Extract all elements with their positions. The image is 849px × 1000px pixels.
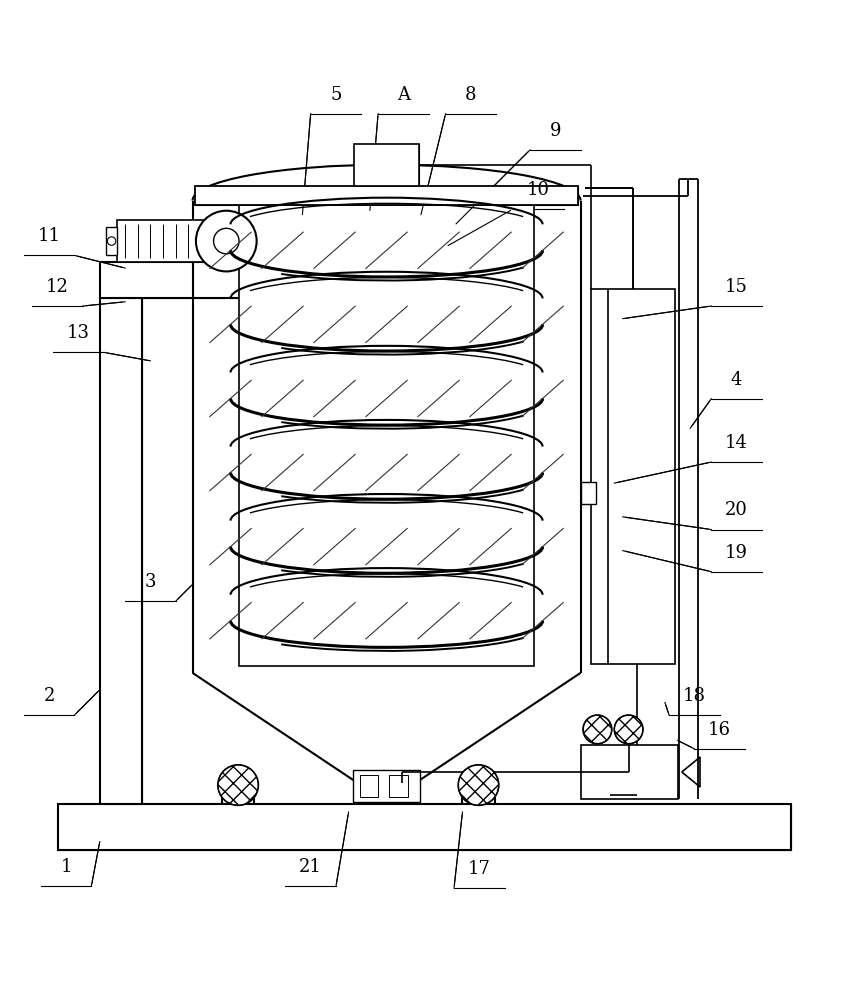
Bar bbox=[105, 227, 117, 255]
Text: 20: 20 bbox=[725, 501, 748, 519]
Text: 17: 17 bbox=[468, 860, 491, 878]
Bar bbox=[355, 144, 419, 186]
Bar bbox=[58, 804, 791, 850]
Text: 1: 1 bbox=[60, 858, 72, 876]
Bar bbox=[389, 775, 408, 797]
Text: 11: 11 bbox=[37, 227, 60, 245]
Text: 8: 8 bbox=[465, 86, 476, 104]
Bar bbox=[355, 144, 419, 186]
Bar bbox=[239, 205, 534, 666]
Bar bbox=[195, 186, 578, 205]
Bar bbox=[116, 220, 205, 262]
Circle shape bbox=[196, 211, 256, 271]
Bar bbox=[360, 775, 378, 797]
Text: 2: 2 bbox=[43, 687, 55, 705]
Bar bbox=[58, 804, 791, 850]
Bar bbox=[100, 262, 391, 298]
Circle shape bbox=[218, 765, 258, 805]
Text: 21: 21 bbox=[299, 858, 322, 876]
Text: 13: 13 bbox=[67, 324, 90, 342]
Text: 5: 5 bbox=[330, 86, 341, 104]
Text: A: A bbox=[397, 86, 410, 104]
Text: 4: 4 bbox=[731, 371, 742, 389]
Text: 3: 3 bbox=[144, 573, 156, 591]
Circle shape bbox=[615, 715, 643, 744]
Bar bbox=[195, 186, 578, 205]
Circle shape bbox=[583, 715, 612, 744]
Bar bbox=[581, 482, 596, 504]
Text: 16: 16 bbox=[708, 721, 731, 739]
Bar bbox=[591, 289, 675, 664]
Bar bbox=[353, 770, 420, 802]
Text: 12: 12 bbox=[46, 278, 69, 296]
Text: 18: 18 bbox=[683, 687, 706, 705]
Circle shape bbox=[107, 237, 115, 245]
Bar bbox=[100, 298, 142, 804]
Bar bbox=[581, 745, 678, 799]
Bar bbox=[100, 262, 391, 298]
Text: 14: 14 bbox=[725, 434, 748, 452]
Circle shape bbox=[214, 228, 239, 254]
Circle shape bbox=[458, 765, 498, 805]
Text: 15: 15 bbox=[725, 278, 748, 296]
Text: 19: 19 bbox=[725, 544, 748, 562]
Text: 10: 10 bbox=[527, 181, 550, 199]
Bar bbox=[100, 298, 142, 804]
Text: 9: 9 bbox=[549, 122, 561, 140]
